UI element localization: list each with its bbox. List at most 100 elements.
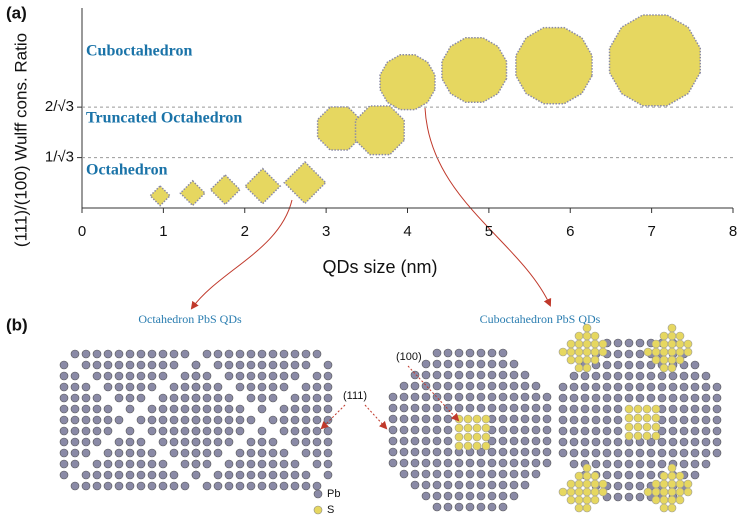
atom: [659, 339, 669, 349]
atom: [191, 437, 201, 447]
atom: [147, 404, 157, 414]
atom: [432, 392, 442, 402]
atom: [312, 448, 322, 458]
atom: [668, 382, 678, 392]
atom: [388, 436, 398, 446]
atom: [59, 382, 69, 392]
atom: [476, 348, 486, 358]
atom: [657, 382, 667, 392]
atom: [657, 448, 667, 458]
atom: [463, 441, 473, 451]
atom: [558, 347, 568, 357]
atom: [582, 323, 592, 333]
atom: [213, 393, 223, 403]
atom: [279, 481, 289, 491]
atom: [103, 371, 113, 381]
x-tick-label: 2: [241, 223, 249, 240]
atom: [169, 404, 179, 414]
atom: [613, 404, 623, 414]
atom: [180, 382, 190, 392]
atom: [388, 403, 398, 413]
atom: [657, 459, 667, 469]
atom: [651, 347, 661, 357]
atom: [472, 414, 482, 424]
atom: [169, 349, 179, 359]
atom: [257, 349, 267, 359]
atom: [580, 448, 590, 458]
atom: [399, 403, 409, 413]
atom: [103, 382, 113, 392]
atom: [147, 349, 157, 359]
atom: [432, 447, 442, 457]
atom: [114, 371, 124, 381]
atom: [675, 487, 685, 497]
atom: [421, 447, 431, 457]
atom: [224, 426, 234, 436]
atom: [268, 448, 278, 458]
atom: [301, 448, 311, 458]
atom: [323, 360, 333, 370]
atom: [224, 349, 234, 359]
atom: [257, 426, 267, 436]
atom: [635, 470, 645, 480]
atom: [235, 382, 245, 392]
atom: [191, 448, 201, 458]
atom: [598, 487, 608, 497]
atom: [443, 502, 453, 512]
atom: [624, 382, 634, 392]
atom: [70, 426, 80, 436]
atom: [624, 448, 634, 458]
atom: [659, 471, 669, 481]
atom: [613, 437, 623, 447]
atom: [635, 382, 645, 392]
atom: [633, 413, 643, 423]
arrow: [424, 107, 552, 307]
atom: [657, 437, 667, 447]
atom: [509, 414, 519, 424]
atom: [213, 360, 223, 370]
x-tick-label: 6: [566, 223, 574, 240]
atom: [667, 331, 677, 341]
atom: [81, 393, 91, 403]
atom: [136, 360, 146, 370]
x-tick-label: 7: [647, 223, 655, 240]
atom: [465, 458, 475, 468]
atom: [421, 425, 431, 435]
atom: [498, 491, 508, 501]
atom: [301, 382, 311, 392]
atom: [646, 382, 656, 392]
panel-label: (a): [6, 3, 27, 22]
particle: [515, 26, 593, 105]
atom: [125, 404, 135, 414]
atom: [443, 436, 453, 446]
atom: [569, 415, 579, 425]
atom: [679, 437, 689, 447]
atom: [443, 414, 453, 424]
atom: [191, 371, 201, 381]
atom: [569, 459, 579, 469]
atom: [323, 459, 333, 469]
atom: [651, 339, 661, 349]
atom: [531, 392, 541, 402]
atom: [290, 393, 300, 403]
atom: [569, 393, 579, 403]
atom: [590, 487, 600, 497]
atom: [147, 415, 157, 425]
x-tick-label: 8: [729, 223, 737, 240]
atom: [542, 414, 552, 424]
atom: [125, 437, 135, 447]
atom: [582, 331, 592, 341]
atom: [290, 415, 300, 425]
atom: [59, 426, 69, 436]
atom: [246, 393, 256, 403]
atom: [701, 393, 711, 403]
atom: [399, 414, 409, 424]
atom: [582, 503, 592, 513]
atom: [312, 371, 322, 381]
atom: [202, 437, 212, 447]
atom: [701, 459, 711, 469]
atom: [169, 448, 179, 458]
atom: [613, 448, 623, 458]
atom: [257, 371, 267, 381]
atom: [558, 382, 568, 392]
